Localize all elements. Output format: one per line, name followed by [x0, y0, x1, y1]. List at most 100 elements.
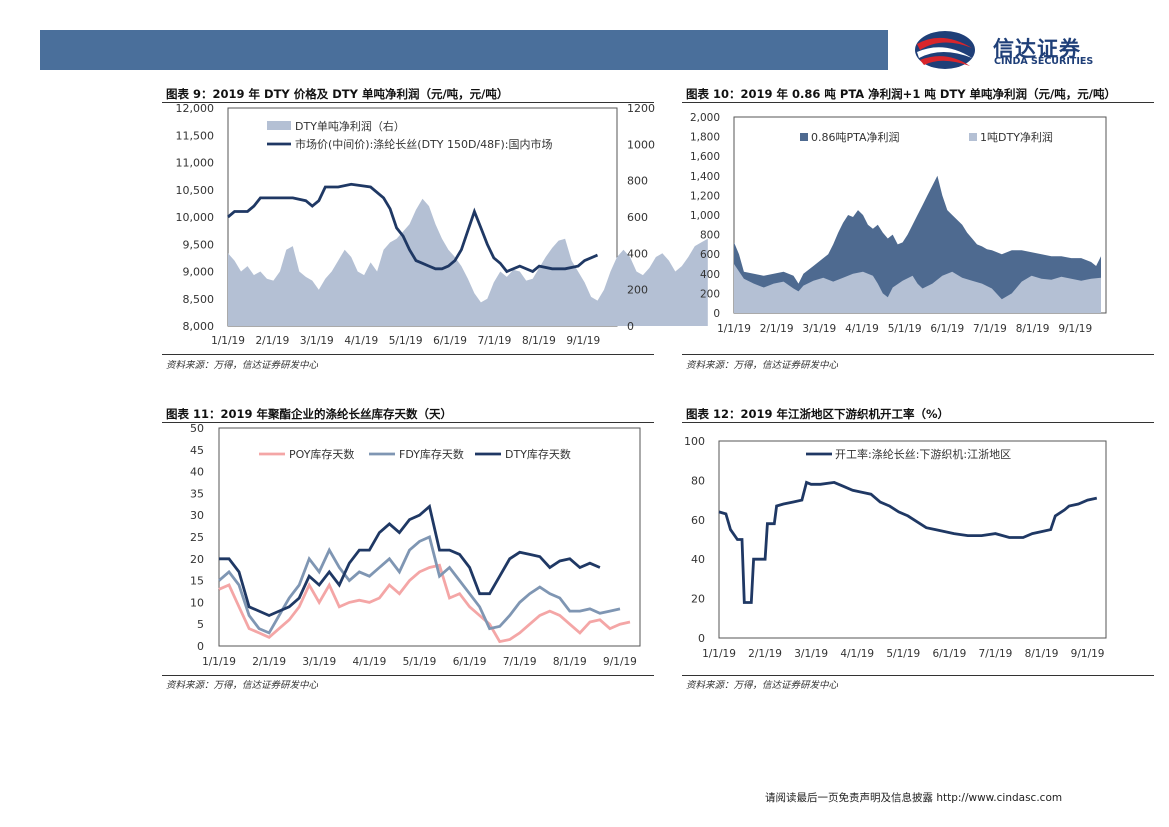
chart9-source-rule — [162, 354, 654, 355]
chart10-ytick: 1,200 — [690, 190, 720, 202]
chart11-ytick: 5 — [197, 618, 204, 631]
chart10-xtick: 1/1/19 — [717, 323, 751, 335]
cinda-logo-icon — [915, 31, 975, 69]
chart12-xtick: 1/1/19 — [702, 648, 736, 660]
chart12-ytick: 60 — [691, 514, 705, 527]
chart9-ytick-left: 9,000 — [183, 266, 215, 279]
chart10-ytick: 1,000 — [690, 210, 720, 222]
chart11-title: 图表 11：2019 年聚酯企业的涤纶长丝库存天数（天） — [166, 407, 453, 421]
chart12-ytick: 80 — [691, 474, 705, 487]
chart12-xtick: 4/1/19 — [840, 648, 874, 660]
chart10-ytick: 1,600 — [690, 151, 720, 163]
chart10-svg: 0 200 400 600 800 1,000 1,200 1,400 1,600 1,800 2,… — [690, 112, 1107, 335]
chart11-xtick: 6/1/19 — [453, 656, 487, 668]
chart10-xtick: 6/1/19 — [930, 323, 964, 335]
chart12-xtick: 5/1/19 — [886, 648, 920, 660]
chart9-xtick: 6/1/19 — [433, 335, 467, 347]
chart10-xtick: 5/1/19 — [888, 323, 922, 335]
chart11-ytick: 30 — [190, 509, 204, 522]
chart12-title-rule — [682, 422, 1154, 423]
chart10-source: 资料来源：万得，信达证券研发中心 — [686, 360, 839, 371]
chart9-xtick: 5/1/19 — [389, 335, 423, 347]
chart11-series-steel-line — [218, 535, 621, 635]
chart10-ytick: 400 — [700, 269, 720, 281]
chart9-ytick-left: 11,000 — [176, 157, 215, 170]
chart9-xtick: 8/1/19 — [522, 335, 556, 347]
chart12-ytick: 40 — [691, 553, 705, 566]
chart10-xtick: 7/1/19 — [973, 323, 1007, 335]
chart12-svg: 0 20 40 60 80 100 1/1/19 2/1/19 3/1/19 4/1/19 5/1/… — [684, 435, 1107, 660]
chart9-ytick-right: 200 — [627, 284, 648, 297]
chart12-plot-frame — [718, 440, 1107, 639]
chart9-title-rule — [162, 102, 654, 103]
chart9-ytick-left: 8,000 — [183, 320, 215, 333]
chart11-ytick: 15 — [190, 575, 204, 588]
chart11-ytick: 0 — [197, 640, 204, 653]
chart10-legend-pta: 0.86吨PTA净利润 — [811, 130, 900, 144]
chart9-xtick: 9/1/19 — [566, 335, 600, 347]
logo-text-en: CINDA SECURITIES — [994, 56, 1094, 67]
chart12-xtick: 7/1/19 — [979, 648, 1013, 660]
chart11-ytick: 10 — [190, 596, 204, 609]
chart9-ytick-left: 11,500 — [176, 129, 215, 142]
chart12-xtick: 6/1/19 — [932, 648, 966, 660]
chart10-ytick: 1,400 — [690, 171, 720, 183]
chart11-svg: 0 5 10 15 20 25 30 35 40 45 50 1/1/19 2/1/19 3/1/19 4/… — [190, 422, 641, 668]
chart12-source: 资料来源：万得，信达证券研发中心 — [686, 680, 839, 691]
chart11-ytick: 50 — [190, 422, 204, 435]
chart11-ytick: 20 — [190, 553, 204, 566]
chart9-ytick-right: 600 — [627, 211, 648, 224]
chart11-xtick: 8/1/19 — [553, 656, 587, 668]
chart11-ytick: 40 — [190, 466, 204, 479]
chart12-xtick: 9/1/19 — [1071, 648, 1105, 660]
chart9-xtick: 2/1/19 — [256, 335, 290, 347]
chart9-xtick: 7/1/19 — [478, 335, 512, 347]
chart12-series-line — [718, 480, 1098, 604]
header-banner — [40, 30, 888, 70]
chart9-price-line — [227, 182, 599, 274]
chart9-source: 资料来源：万得，信达证券研发中心 — [166, 360, 319, 371]
chart10-ytick: 0 — [713, 308, 720, 320]
chart9-legend-swatch-area — [267, 121, 291, 130]
chart10-xtick: 3/1/19 — [802, 323, 836, 335]
logo-text-cn: 信达证券 — [993, 37, 1081, 61]
chart9-ytick-right: 1200 — [627, 102, 655, 115]
chart10-ytick: 1,800 — [690, 132, 720, 144]
chart11-xtick: 5/1/19 — [403, 656, 437, 668]
chart10-source-rule — [682, 354, 1154, 355]
chart12-ytick: 100 — [684, 435, 705, 448]
chart9-ytick-left: 12,000 — [176, 102, 215, 115]
chart9-legend-area: DTY单吨净利润（右） — [295, 119, 405, 133]
footer-disclaimer: 请阅读最后一页免责声明及信息披露 http://www.cindasc.com — [765, 792, 1063, 804]
chart9-title: 图表 9：2019 年 DTY 价格及 DTY 单吨净利润（元/吨，元/吨） — [166, 87, 509, 101]
chart12-title: 图表 12：2019 年江浙地区下游织机开工率（%） — [686, 407, 950, 421]
chart12-ytick: 20 — [691, 593, 705, 606]
chart9-xtick: 1/1/19 — [211, 335, 245, 347]
chart9-profit-area — [228, 198, 708, 326]
chart12-xtick: 8/1/19 — [1025, 648, 1059, 660]
chart10-ytick: 2,000 — [690, 112, 720, 124]
chart9-ytick-left: 8,500 — [183, 293, 215, 306]
chart9-ytick-left: 9,500 — [183, 238, 215, 251]
chart9-ytick-left: 10,500 — [176, 184, 215, 197]
chart9-legend-line: 市场价(中间价):涤纶长丝(DTY 150D/48F):国内市场 — [295, 137, 552, 151]
chart12-ytick: 0 — [698, 632, 705, 645]
chart11-title-rule — [162, 422, 654, 423]
chart10-legend-swatch-dty — [969, 133, 977, 141]
chart11-ytick: 35 — [190, 487, 204, 500]
chart10-legend-dty: 1吨DTY净利润 — [980, 130, 1053, 144]
chart12-source-rule — [682, 675, 1154, 676]
chart11-xtick: 3/1/19 — [302, 656, 336, 668]
chart10-legend-swatch-pta — [800, 133, 808, 141]
chart10-ytick: 200 — [700, 288, 720, 300]
chart12-xtick: 3/1/19 — [794, 648, 828, 660]
chart11-xtick: 1/1/19 — [202, 656, 236, 668]
chart10-dty-area — [734, 264, 1101, 313]
chart11-ytick: 25 — [190, 531, 204, 544]
chart9-ytick-right: 0 — [627, 320, 634, 333]
chart11-legend-label: FDY库存天数 — [399, 447, 464, 461]
chart11-source-rule — [162, 675, 654, 676]
chart11-legend-label: DTY库存天数 — [505, 447, 571, 461]
chart10-title-rule — [682, 102, 1154, 103]
chart9-xtick: 3/1/19 — [300, 335, 334, 347]
